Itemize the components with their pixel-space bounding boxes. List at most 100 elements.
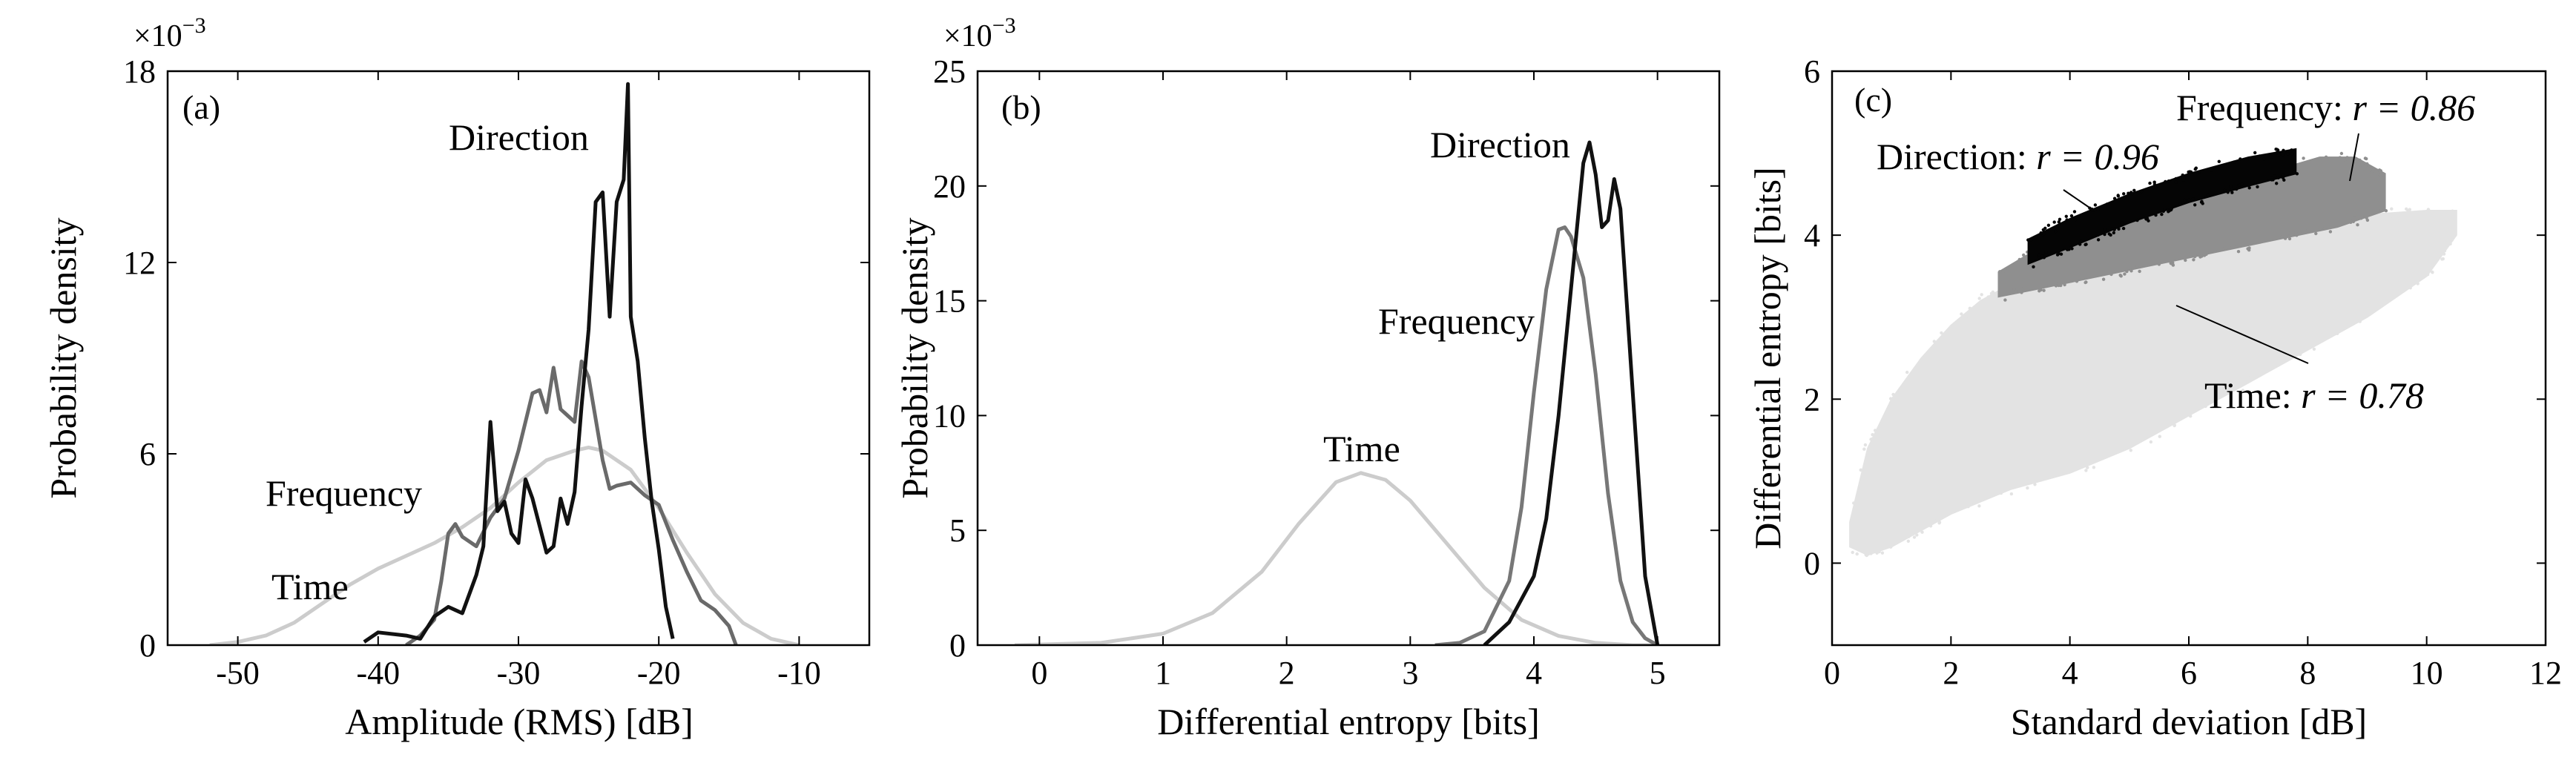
- scatter-point: [2072, 210, 2077, 214]
- scatter-point: [2283, 237, 2287, 240]
- panel-a-multiplier-base: ×10: [134, 19, 182, 53]
- x-tick-label: 3: [1402, 655, 1418, 691]
- scatter-point: [2055, 253, 2060, 257]
- scatter-point: [2174, 176, 2178, 181]
- scatter-point: [2275, 182, 2279, 185]
- scatter-point: [2253, 151, 2257, 155]
- scatter-point: [2138, 269, 2141, 274]
- scatter-point: [2181, 174, 2184, 177]
- scatter-point: [2022, 288, 2026, 291]
- scatter-point: [1986, 295, 1990, 299]
- scatter-point: [2009, 264, 2014, 268]
- panel-b-multiplier-exp: −3: [992, 13, 1016, 38]
- scatter-point: [1915, 533, 1919, 537]
- scatter-point: [2160, 212, 2164, 217]
- scatter-point: [2193, 203, 2197, 207]
- scatter-point: [2237, 183, 2241, 187]
- x-tick-label: 2: [1279, 655, 1295, 691]
- scatter-point: [2365, 214, 2368, 217]
- panel-a-multiplier-exp: −3: [182, 13, 206, 38]
- panel-c-leader-frequency: [2349, 133, 2359, 182]
- scatter-point: [2177, 415, 2181, 418]
- x-tick-label: 0: [1824, 655, 1840, 691]
- panel-b-yticks: 0 5 10 15 20 25: [933, 53, 1719, 664]
- scatter-point: [2328, 230, 2333, 234]
- scatter-point: [2077, 277, 2081, 280]
- scatter-point: [2226, 191, 2230, 194]
- scatter-point: [1893, 541, 1897, 545]
- scatter-point: [2110, 227, 2114, 231]
- scatter-point: [2339, 151, 2344, 156]
- scatter-point: [2083, 280, 2087, 285]
- x-tick-label: 12: [2529, 655, 2562, 691]
- scatter-point: [2287, 231, 2290, 235]
- panel-a-xticks: -50 -40 -30 -20 -10: [216, 71, 821, 691]
- scatter-point: [2206, 193, 2210, 197]
- scatter-point: [2371, 168, 2376, 172]
- scatter-point: [1928, 524, 1933, 528]
- y-tick-label: 0: [949, 627, 966, 664]
- scatter-point: [2084, 469, 2088, 472]
- scatter-point: [1935, 517, 1939, 521]
- scatter-point: [2200, 254, 2204, 258]
- panel-a-annot-direction: Direction: [449, 116, 589, 158]
- scatter-point: [2046, 223, 2051, 227]
- scatter-point: [2200, 199, 2204, 203]
- scatter-point: [1932, 340, 1936, 343]
- scatter-point: [2121, 268, 2124, 271]
- scatter-point: [2405, 207, 2408, 211]
- scatter-point: [2112, 197, 2117, 200]
- scatter-point: [2451, 212, 2454, 216]
- panel-c: 0 2 4 6 8 10 12 0 2 4 6 (c) Standard deviation [d…: [1747, 53, 2562, 742]
- scatter-point: [1873, 429, 1877, 432]
- scatter-point: [1880, 551, 1885, 555]
- scatter-point: [2144, 217, 2148, 221]
- scatter-point: [2388, 295, 2393, 299]
- scatter-point: [1920, 530, 1924, 534]
- scatter-point: [2139, 190, 2144, 194]
- scatter-point: [2282, 173, 2285, 176]
- scatter-point: [1905, 370, 1909, 374]
- y-tick-label: 0: [139, 627, 156, 664]
- scatter-point: [2258, 154, 2262, 158]
- scatter-point: [2195, 408, 2198, 412]
- scatter-point: [2276, 176, 2280, 179]
- scatter-point: [2152, 182, 2157, 186]
- panel-b-series-direction: [1483, 140, 1660, 645]
- scatter-point: [2164, 179, 2167, 184]
- scatter-point: [2026, 486, 2029, 490]
- scatter-point: [2270, 155, 2273, 159]
- y-tick-label: 0: [1804, 545, 1820, 581]
- scatter-point: [1940, 331, 1943, 335]
- scatter-point: [2054, 229, 2058, 234]
- panel-b-series-time: [1014, 471, 1658, 645]
- scatter-point: [1851, 550, 1854, 555]
- scatter-point: [2303, 228, 2307, 232]
- scatter-point: [1981, 300, 1985, 305]
- scatter-point: [2157, 263, 2161, 266]
- scatter-point: [2231, 386, 2235, 390]
- scatter-point: [2235, 244, 2239, 248]
- scatter-point: [1907, 374, 1911, 379]
- scatter-point: [2372, 307, 2376, 311]
- x-tick-label: -10: [777, 655, 821, 691]
- scatter-point: [2170, 262, 2173, 265]
- scatter-point: [2127, 191, 2130, 195]
- scatter-point: [1977, 504, 1981, 508]
- scatter-point: [2167, 209, 2171, 213]
- x-tick-label: -20: [637, 655, 681, 691]
- scatter-point: [1989, 294, 1993, 299]
- scatter-point: [2029, 238, 2033, 242]
- x-tick-label: 4: [1526, 655, 1542, 691]
- scatter-point: [2064, 214, 2068, 218]
- scatter-point: [2135, 264, 2139, 268]
- scatter-point: [2161, 426, 2165, 429]
- scatter-point: [2358, 320, 2362, 323]
- y-tick-label: 6: [139, 436, 156, 472]
- scatter-point: [2256, 185, 2259, 189]
- panel-c-points-direction: [2026, 148, 2299, 268]
- x-tick-label: 1: [1155, 655, 1171, 691]
- scatter-point: [2444, 211, 2448, 214]
- scatter-point: [2171, 420, 2175, 425]
